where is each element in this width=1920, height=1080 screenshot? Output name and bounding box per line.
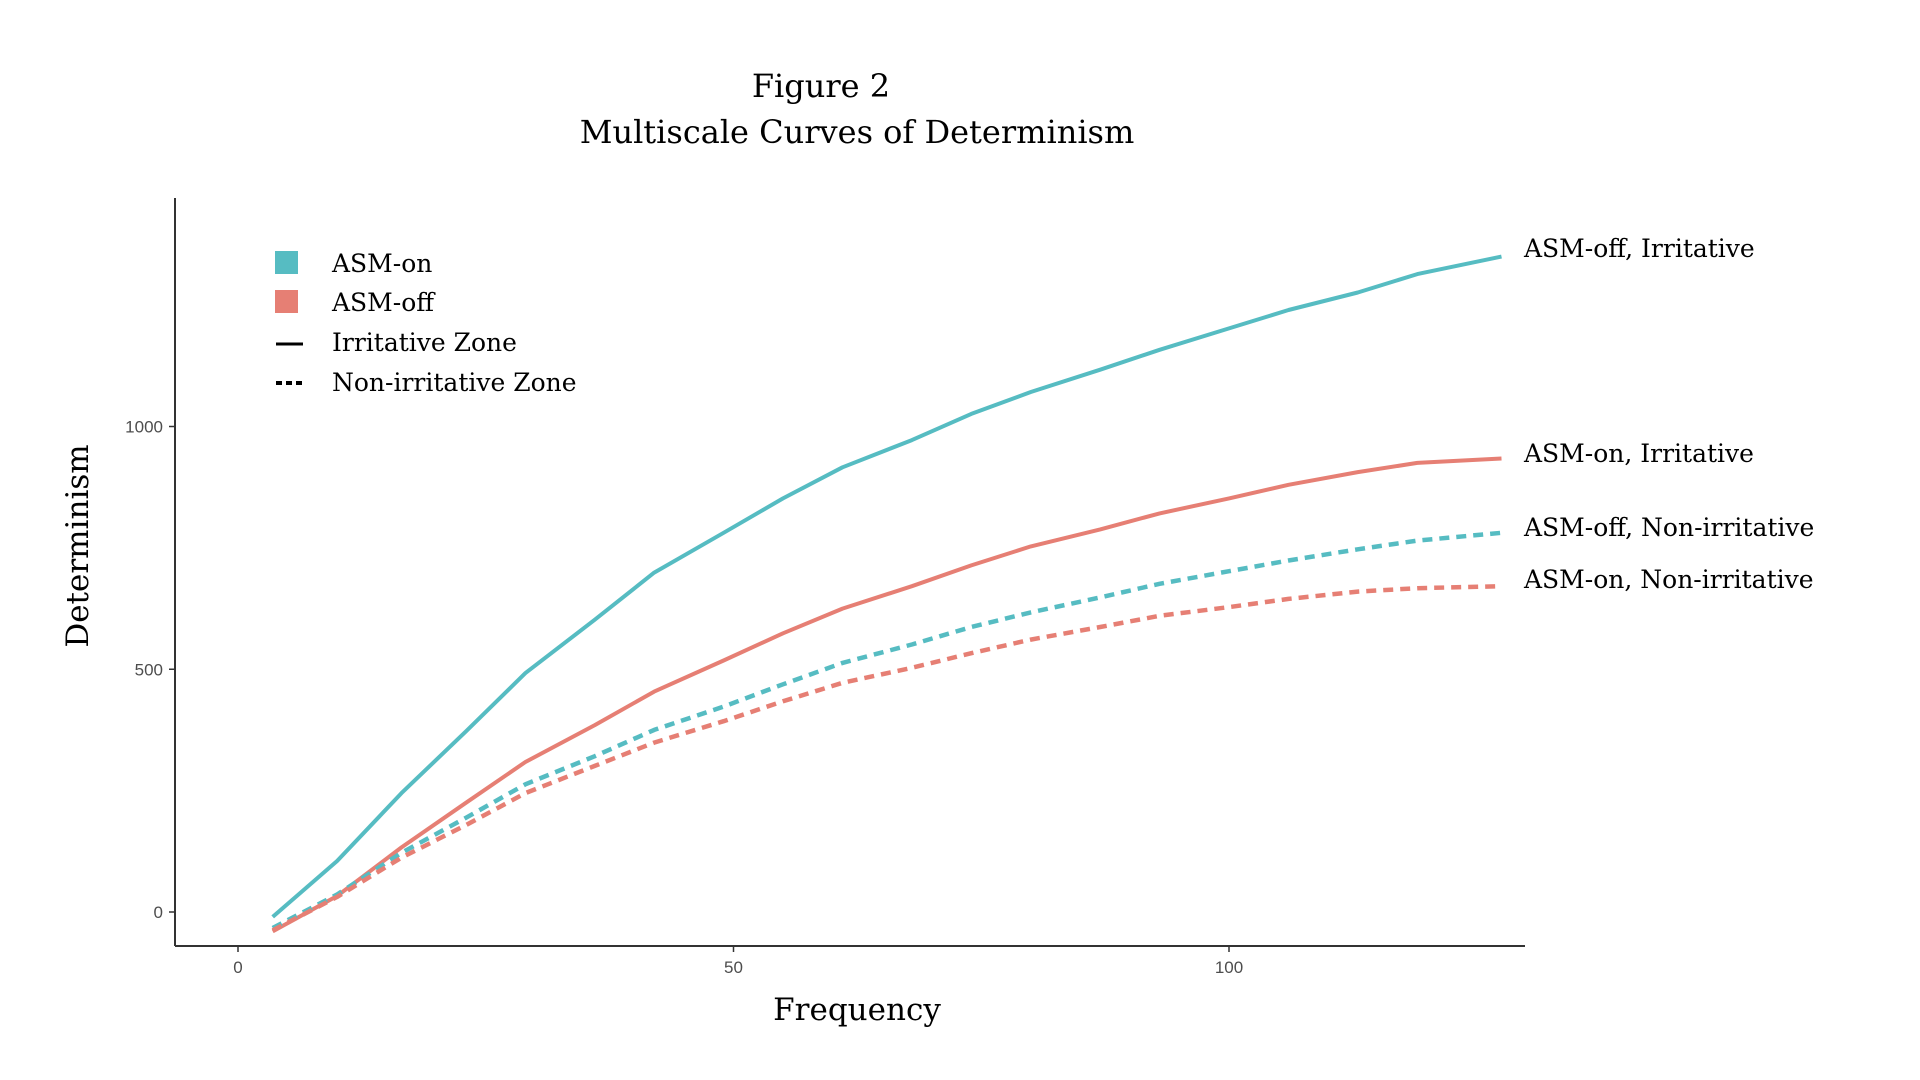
x-tick-label: 50 bbox=[724, 958, 743, 977]
series-line-2 bbox=[271, 530, 1502, 930]
legend-swatch-asm-off bbox=[275, 290, 298, 313]
chart-title: Figure 2 bbox=[752, 67, 890, 105]
y-axis-label: Determinism bbox=[60, 444, 96, 647]
y-tick-label: 500 bbox=[135, 660, 163, 679]
legend-swatch-asm-on bbox=[275, 251, 298, 274]
x-axis-label: Frequency bbox=[773, 992, 941, 1028]
series-end-label: ASM-on, Non-irritative bbox=[1523, 565, 1814, 594]
series-line-3 bbox=[271, 583, 1502, 933]
series-line-0 bbox=[271, 254, 1502, 919]
chart-subtitle: Multiscale Curves of Determinism bbox=[580, 113, 1135, 151]
series-end-label: ASM-off, Irritative bbox=[1523, 234, 1755, 263]
legend-label-irritative: Irritative Zone bbox=[332, 328, 517, 357]
x-tick-label: 100 bbox=[1215, 958, 1243, 977]
plot-area bbox=[271, 254, 1502, 934]
legend-label-asm-off: ASM-off bbox=[331, 288, 436, 317]
series-end-label: ASM-off, Non-irritative bbox=[1523, 513, 1814, 542]
series-end-label: ASM-on, Irritative bbox=[1523, 439, 1754, 468]
legend-label-asm-on: ASM-on bbox=[331, 249, 432, 278]
y-tick-label: 0 bbox=[154, 903, 163, 922]
legend: ASM-on ASM-off Irritative Zone Non-irrit… bbox=[275, 249, 577, 397]
series-end-labels: ASM-off, Irritative ASM-on, Irritative ASM… bbox=[1523, 234, 1814, 594]
y-tick-label: 1000 bbox=[125, 418, 163, 437]
series-line-1 bbox=[271, 456, 1502, 934]
x-tick-label: 0 bbox=[233, 958, 242, 977]
legend-label-non-irritative: Non-irritative Zone bbox=[332, 368, 577, 397]
